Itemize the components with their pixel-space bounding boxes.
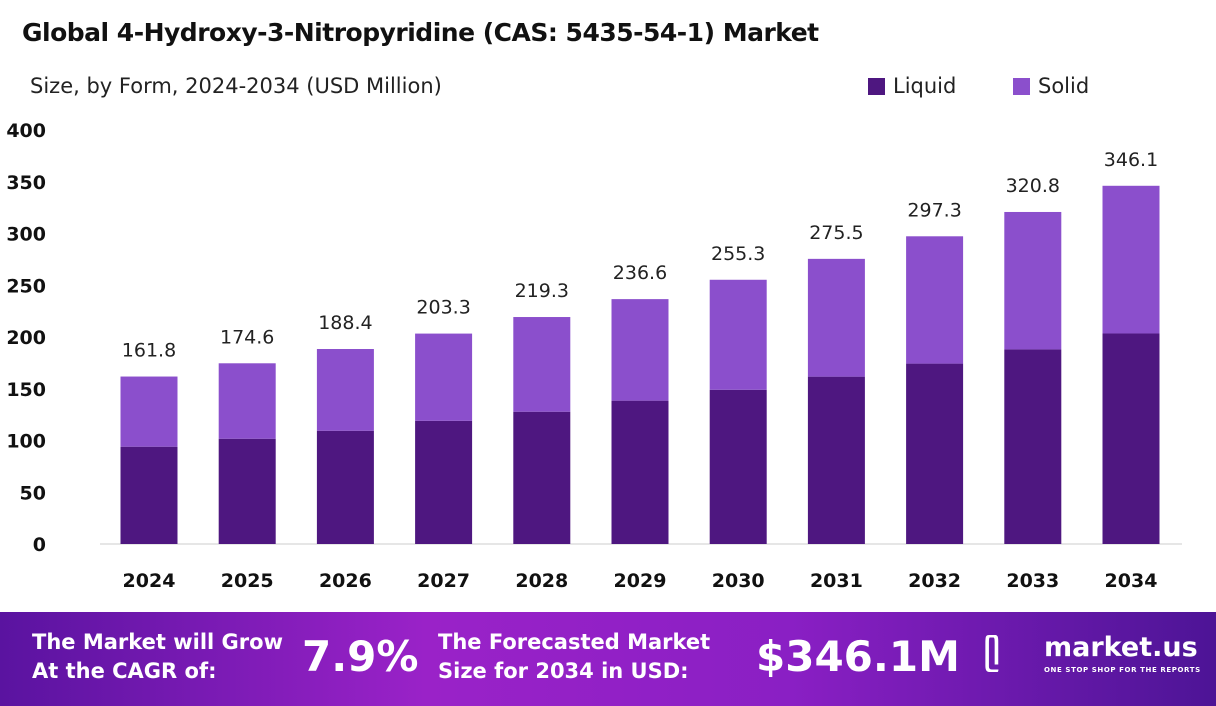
bar-liquid	[415, 420, 473, 544]
forecast-label-2: Size for 2034 in USD:	[438, 659, 689, 683]
cagr-label-1: The Market will Grow	[32, 630, 283, 654]
y-tick-label: 400	[6, 120, 46, 142]
y-tick-label: 350	[6, 172, 46, 194]
bar-solid	[1004, 211, 1062, 350]
total-label: 161.8	[122, 340, 176, 362]
x-tick-label: 2030	[712, 570, 765, 592]
bar-solid	[316, 349, 374, 431]
bar-chart: 0 50 100 150 200 250 300 350 400 161.8 2024 174.6 20…	[6, 120, 1182, 592]
y-tick-label: 200	[6, 327, 46, 349]
legend-swatch-liquid	[868, 77, 885, 95]
footer-banner: The Market will Grow At the CAGR of: 7.9…	[0, 612, 1216, 706]
brand-tagline: ONE STOP SHOP FOR THE REPORTS	[1044, 666, 1201, 674]
total-label: 236.6	[613, 262, 667, 284]
bar-solid	[611, 299, 669, 401]
bar-solid	[807, 258, 865, 377]
bar-liquid	[1102, 333, 1160, 544]
bar-liquid	[709, 389, 767, 544]
brand-logo-icon: ᥫ	[984, 634, 1001, 672]
bar-solid	[709, 279, 767, 390]
x-tick-label: 2025	[221, 570, 274, 592]
y-tick-label: 250	[6, 275, 46, 297]
bar-solid	[906, 236, 964, 364]
x-tick-label: 2026	[319, 570, 372, 592]
total-label: 297.3	[907, 199, 961, 221]
bar-liquid	[807, 376, 865, 544]
bar-liquid	[218, 438, 276, 544]
bar-liquid	[611, 400, 669, 544]
bar-solid	[218, 363, 276, 439]
bar-solid	[415, 333, 473, 421]
total-label: 188.4	[318, 312, 372, 334]
x-tick-label: 2029	[614, 570, 667, 592]
cagr-label-2: At the CAGR of:	[32, 659, 217, 683]
forecast-value: $346.1M	[756, 632, 960, 681]
bar-liquid	[513, 411, 571, 544]
y-tick-label: 50	[20, 482, 46, 504]
legend-solid: Solid	[1013, 74, 1089, 98]
x-tick-label: 2024	[123, 570, 176, 592]
x-tick-label: 2034	[1105, 570, 1158, 592]
total-label: 346.1	[1104, 149, 1158, 171]
x-tick-label: 2031	[810, 570, 863, 592]
chart-subtitle: Size, by Form, 2024-2034 (USD Million)	[30, 74, 442, 98]
bar-solid	[120, 376, 178, 447]
cagr-value: 7.9%	[302, 632, 419, 681]
x-tick-label: 2028	[515, 570, 568, 592]
bar-solid	[1102, 185, 1160, 334]
y-tick-label: 100	[6, 431, 46, 453]
chart-title: Global 4-Hydroxy-3-Nitropyridine (CAS: 5…	[22, 18, 819, 47]
x-tick-label: 2033	[1006, 570, 1059, 592]
total-label: 203.3	[416, 297, 470, 319]
legend-swatch-solid	[1013, 77, 1030, 95]
total-label: 255.3	[711, 243, 765, 265]
y-tick-label: 0	[33, 534, 46, 556]
bar-liquid	[906, 363, 964, 544]
y-tick-label: 150	[6, 379, 46, 401]
legend-label: Solid	[1038, 74, 1090, 98]
forecast-label-1: The Forecasted Market	[438, 630, 711, 654]
total-label: 219.3	[515, 280, 569, 302]
legend-label: Liquid	[893, 74, 957, 98]
y-tick-label: 300	[6, 224, 46, 246]
x-tick-label: 2027	[417, 570, 470, 592]
total-label: 320.8	[1006, 175, 1060, 197]
bar-liquid	[1004, 349, 1062, 544]
brand-name: market.us	[1044, 632, 1198, 663]
total-label: 174.6	[220, 326, 274, 348]
legend-liquid: Liquid	[868, 74, 956, 98]
total-label: 275.5	[809, 222, 863, 244]
bar-solid	[513, 317, 571, 412]
bar-liquid	[120, 446, 178, 544]
bar-liquid	[316, 430, 374, 544]
x-tick-label: 2032	[908, 570, 961, 592]
